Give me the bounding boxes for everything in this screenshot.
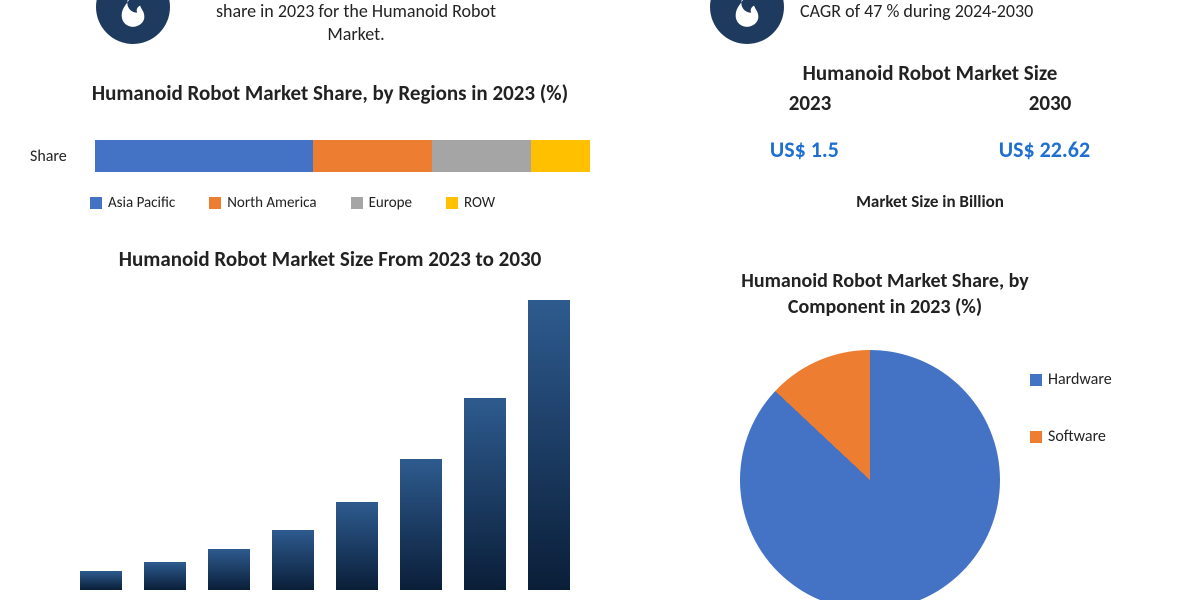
- legend-label: Europe: [369, 194, 412, 212]
- bar: [208, 549, 250, 590]
- stacked-segment: [95, 140, 313, 172]
- legend-swatch: [209, 197, 221, 209]
- region-share-axis-label: Share: [30, 147, 95, 166]
- component-pie-title: Humanoid Robot Market Share, by Componen…: [700, 268, 1070, 320]
- stacked-bar: [95, 140, 590, 172]
- component-pie-chart: [740, 350, 1000, 600]
- bar: [272, 530, 314, 590]
- pie-graphic: [740, 350, 1000, 600]
- component-pie-legend: Hardware Software: [1030, 370, 1112, 484]
- region-share-chart: Share Asia Pacific North America Europe ROW: [30, 140, 610, 212]
- legend-swatch: [90, 197, 102, 209]
- region-share-title: Humanoid Robot Market Share, by Regions …: [70, 80, 590, 106]
- market-size-bar-chart: [80, 300, 600, 590]
- legend-swatch: [1030, 374, 1042, 386]
- legend-item: Hardware: [1030, 370, 1112, 389]
- bar: [144, 562, 186, 590]
- region-share-legend: Asia Pacific North America Europe ROW: [90, 194, 610, 212]
- bar: [464, 398, 506, 590]
- bar: [400, 459, 442, 590]
- size-value-1: US$ 22.62: [999, 136, 1090, 163]
- flame-icon: [710, 0, 784, 44]
- legend-item: North America: [209, 194, 316, 212]
- size-year-0: 2023: [789, 90, 832, 116]
- legend-label: Software: [1048, 427, 1106, 446]
- callout-region-leader: share in 2023 for the Humanoid Robot Mar…: [96, 0, 526, 47]
- stacked-segment: [313, 140, 432, 172]
- flame-icon: [96, 0, 170, 44]
- bar: [80, 571, 122, 590]
- legend-label: Asia Pacific: [108, 194, 175, 212]
- legend-label: ROW: [464, 194, 495, 212]
- size-value-0: US$ 1.5: [770, 136, 839, 163]
- stacked-segment: [432, 140, 531, 172]
- legend-item: Europe: [351, 194, 412, 212]
- legend-swatch: [446, 197, 458, 209]
- legend-swatch: [1030, 431, 1042, 443]
- legend-item: ROW: [446, 194, 495, 212]
- size-compare-note: Market Size in Billion: [690, 191, 1170, 212]
- size-compare-heading: Humanoid Robot Market Size: [690, 60, 1170, 86]
- market-size-compare: Humanoid Robot Market Size 2023 2030 US$…: [690, 60, 1170, 212]
- bar: [336, 502, 378, 590]
- stacked-segment: [531, 140, 590, 172]
- legend-label: Hardware: [1048, 370, 1112, 389]
- callout-left-text: share in 2023 for the Humanoid Robot Mar…: [186, 0, 526, 47]
- bar: [528, 300, 570, 590]
- legend-item: Software: [1030, 427, 1112, 446]
- callout-cagr: CAGR of 47 % during 2024-2030: [710, 0, 1033, 44]
- legend-swatch: [351, 197, 363, 209]
- market-size-title: Humanoid Robot Market Size From 2023 to …: [60, 246, 600, 272]
- size-year-1: 2030: [1029, 90, 1072, 116]
- legend-item: Asia Pacific: [90, 194, 175, 212]
- callout-right-text: CAGR of 47 % during 2024-2030: [800, 0, 1033, 23]
- legend-label: North America: [227, 194, 316, 212]
